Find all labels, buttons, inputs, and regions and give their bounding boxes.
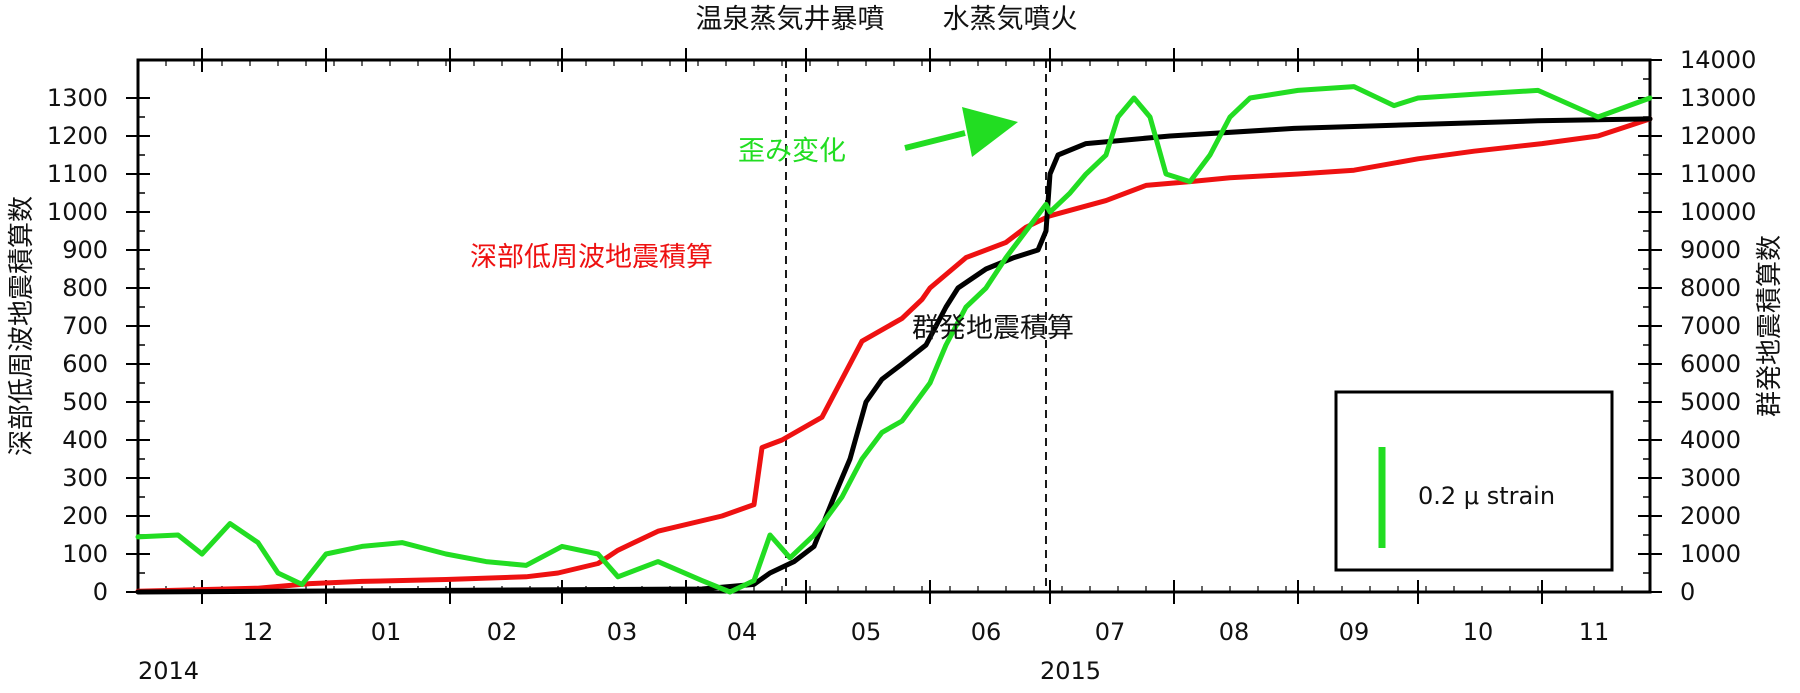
series-layer <box>135 84 1653 595</box>
y-right-tick-label: 4000 <box>1680 426 1741 454</box>
x-month-label: 05 <box>851 618 882 646</box>
y-right-tick-label: 2000 <box>1680 502 1741 530</box>
x-month-label: 03 <box>607 618 638 646</box>
y-right-tick-label: 12000 <box>1680 122 1756 150</box>
y-left-tick-label: 1300 <box>47 84 108 112</box>
y-right-tick-label: 13000 <box>1680 84 1756 112</box>
year-label-2015: 2015 <box>1040 657 1101 685</box>
y-left-tick-label: 100 <box>62 540 108 568</box>
y-left-title: 深部低周波地震積算数 <box>7 196 37 456</box>
y-left-tick-label: 200 <box>62 502 108 530</box>
y-left-tick-label: 1200 <box>47 122 108 150</box>
x-month-label: 11 <box>1579 618 1610 646</box>
x-month-label: 02 <box>487 618 518 646</box>
x-month-label: 07 <box>1095 618 1126 646</box>
y-right-tick-label: 0 <box>1680 578 1695 606</box>
x-month-label: 12 <box>243 618 274 646</box>
event-label-phreatic-eruption: 水蒸気噴火 <box>943 4 1078 35</box>
y-left-tick-label: 0 <box>93 578 108 606</box>
y-left-tick-label: 300 <box>62 464 108 492</box>
y-left-tick-label: 700 <box>62 312 108 340</box>
year-label-2014: 2014 <box>138 657 199 685</box>
y-left-tick-label: 1000 <box>47 198 108 226</box>
x-month-label: 10 <box>1463 618 1494 646</box>
y-right-tick-label: 3000 <box>1680 464 1741 492</box>
strain-scale-box: 0.2 μ strain <box>1334 390 1614 572</box>
y-right-tick-label: 14000 <box>1680 46 1756 74</box>
y-right-tick-label: 11000 <box>1680 160 1756 188</box>
strain-arrow <box>904 107 1018 157</box>
y-left-tick-label: 400 <box>62 426 108 454</box>
x-month-label: 04 <box>727 618 758 646</box>
y-right-tick-label: 10000 <box>1680 198 1756 226</box>
series-deep-low-frequency <box>135 116 1653 594</box>
event-label-geyser-blowout: 温泉蒸気井暴噴 <box>696 4 885 35</box>
x-month-label: 06 <box>971 618 1002 646</box>
y-right-tick-label: 1000 <box>1680 540 1741 568</box>
y-right-tick-label: 8000 <box>1680 274 1741 302</box>
y-right-tick-label: 7000 <box>1680 312 1741 340</box>
x-month-label: 09 <box>1339 618 1370 646</box>
swarm-label: 群発地震積算 <box>912 313 1074 344</box>
strain-scale-label: 0.2 μ strain <box>1418 482 1555 510</box>
y-right-tick-label: 5000 <box>1680 388 1741 416</box>
y-right-tick-label: 9000 <box>1680 236 1741 264</box>
x-month-label: 01 <box>371 618 402 646</box>
deep-lf-label: 深部低周波地震積算 <box>470 242 713 273</box>
y-left-tick-label: 1100 <box>47 160 108 188</box>
y-left-tick-label: 900 <box>62 236 108 264</box>
y-left-tick-label: 500 <box>62 388 108 416</box>
y-left-tick-label: 600 <box>62 350 108 378</box>
strain-label: 歪み変化 <box>738 136 846 167</box>
y-right-title: 群発地震積算数 <box>1755 235 1785 417</box>
series-strain <box>135 84 1653 595</box>
x-month-label: 08 <box>1219 618 1250 646</box>
y-left-tick-label: 800 <box>62 274 108 302</box>
y-right-tick-label: 6000 <box>1680 350 1741 378</box>
